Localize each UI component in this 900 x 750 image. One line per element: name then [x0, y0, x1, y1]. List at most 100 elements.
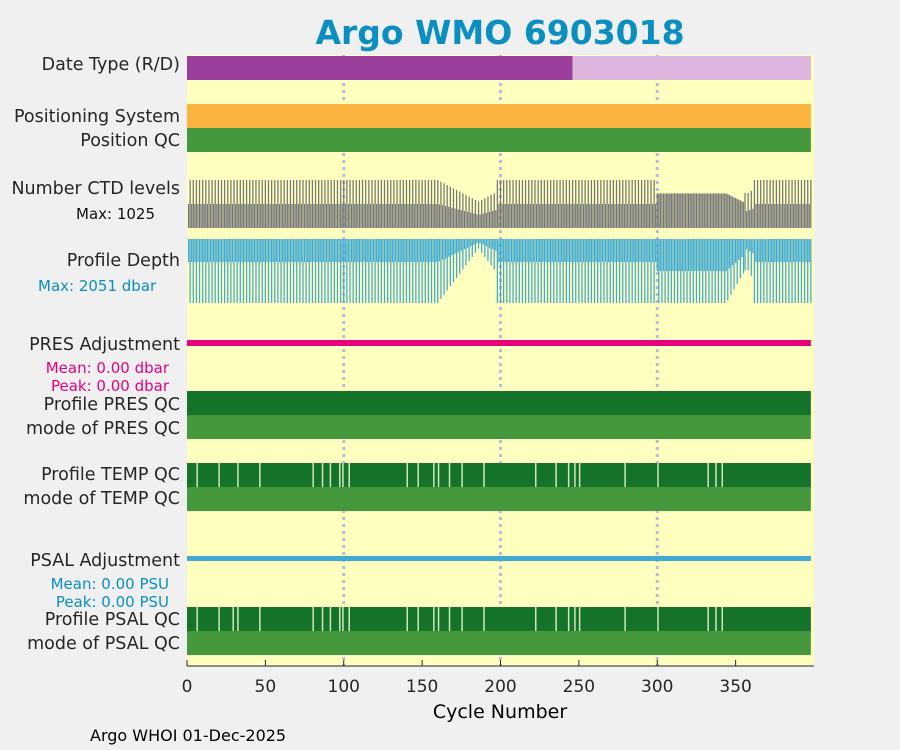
ctd-levels-bar: [438, 204, 440, 228]
ctd-levels-bar: [601, 204, 604, 228]
profile-depth-bar: [285, 239, 287, 263]
temp-qc-flag-332: [707, 463, 709, 487]
ctd-levels-bar: [559, 180, 561, 228]
ctd-levels-bar: [391, 204, 393, 228]
ctd-levels-bar: [695, 193, 698, 228]
ctd-levels-bar: [499, 180, 502, 228]
profile-depth-bar: [659, 239, 662, 271]
profile-depth-bar: [471, 239, 473, 257]
ctd-levels-bar: [264, 180, 267, 228]
profile-depth-bar: [792, 239, 795, 263]
ctd-levels-bar: [302, 180, 304, 228]
profile-depth-bar: [509, 239, 511, 303]
profile-depth-bar: [752, 239, 754, 254]
ctd-levels-bar: [260, 204, 262, 228]
ctd-levels-bar: [604, 204, 607, 228]
ctd-levels-bar: [200, 204, 202, 228]
ctd-levels-bar: [808, 204, 810, 228]
ctd-levels-bar: [562, 180, 564, 228]
ctd-levels-bar: [258, 180, 260, 228]
profile-depth-bar: [427, 239, 430, 303]
ctd-levels-bar: [691, 193, 693, 228]
ctd-levels-bar: [564, 204, 566, 228]
ctd-levels-bar: [397, 204, 400, 228]
profile-depth-bar: [521, 239, 524, 303]
profile-depth-bar: [529, 239, 531, 263]
ctd-levels-bar: [223, 180, 226, 228]
ctd-levels-bar: [626, 204, 629, 228]
profile-depth-bar: [191, 239, 193, 263]
ctd-levels-bar: [205, 180, 207, 228]
profile-depth-bar: [360, 239, 362, 263]
temp-qc-flag-279: [624, 463, 626, 487]
profile-depth-bar: [725, 239, 727, 271]
profile-depth-bar: [233, 239, 235, 303]
ctd-levels-bar: [314, 180, 317, 228]
profile-depth-bar: [291, 239, 293, 263]
profile-depth-bar: [366, 239, 368, 263]
row-label: PRES Adjustment: [29, 335, 180, 355]
ctd-levels-bar: [711, 193, 713, 228]
ctd-levels-bar: [297, 204, 299, 228]
profile-depth-bar: [670, 239, 672, 303]
ctd-levels-bar: [316, 204, 318, 228]
ctd-levels-bar: [463, 211, 466, 228]
profile-depth-bar: [617, 239, 619, 263]
ctd-levels-bar: [684, 193, 687, 228]
ctd-levels-bar: [788, 180, 790, 228]
ctd-levels-bar: [230, 180, 232, 228]
profile-depth-bar: [648, 239, 651, 263]
profile-depth-bar: [440, 239, 442, 299]
ctd-levels-bar: [766, 180, 768, 228]
ctd-levels-bar: [285, 204, 287, 228]
row-label: mode of PRES QC: [26, 419, 180, 439]
profile-depth-bar: [683, 239, 685, 303]
profile-depth-bar: [705, 239, 707, 303]
profile-depth-bar: [242, 239, 245, 303]
profile-depth-bar: [487, 239, 489, 262]
profile-depth-bar: [672, 239, 674, 271]
ctd-levels-bar: [783, 204, 785, 228]
profile-depth-bar: [677, 239, 679, 303]
profile-depth-bar: [197, 239, 199, 263]
ctd-levels-bar: [582, 204, 585, 228]
profile-depth-bar: [620, 239, 622, 263]
profile-depth-bar: [739, 239, 741, 279]
profile-depth-bar: [437, 239, 439, 303]
profile-depth-bar: [708, 239, 710, 303]
profile-depth-bar: [459, 239, 461, 274]
ctd-levels-bar: [664, 193, 666, 228]
profile-depth-bar: [534, 239, 536, 303]
psal-qc-flag-222: [534, 607, 537, 631]
ctd-levels-bar: [339, 180, 342, 228]
ctd-levels-bar: [441, 205, 444, 228]
profile-depth-bar: [418, 239, 420, 303]
ctd-levels-bar: [581, 180, 583, 228]
profile-depth-bar: [225, 239, 227, 263]
temp-qc-flag-157: [433, 463, 435, 487]
psal-adjustment-line: [187, 556, 811, 561]
ctd-levels-bar: [629, 204, 632, 228]
ctd-levels-bar: [810, 180, 812, 228]
ctd-levels-bar: [387, 180, 389, 228]
profile-depth-bar: [426, 239, 428, 263]
ctd-levels-bar: [722, 193, 724, 228]
ctd-levels-bar: [557, 204, 560, 228]
profile-depth-bar: [640, 239, 643, 303]
profile-depth-bar: [187, 239, 190, 263]
profile-depth-bar: [724, 239, 726, 303]
profile-depth-bar: [283, 239, 285, 303]
profile-depth-bar: [479, 239, 481, 244]
temp-qc-flag-175: [461, 463, 463, 487]
profile-depth-bar: [561, 239, 563, 263]
ctd-levels-bar: [736, 198, 738, 228]
profile-depth-bar: [223, 239, 226, 303]
psal-qc-flag-32: [237, 607, 239, 631]
profile-depth-bar: [604, 239, 607, 263]
ctd-levels-bar: [466, 211, 469, 228]
ctd-levels-bar: [203, 204, 205, 228]
profile-depth-bar: [189, 239, 191, 303]
profile-depth-bar: [341, 239, 343, 263]
ctd-levels-bar: [321, 180, 323, 228]
ctd-levels-bar: [318, 180, 320, 228]
